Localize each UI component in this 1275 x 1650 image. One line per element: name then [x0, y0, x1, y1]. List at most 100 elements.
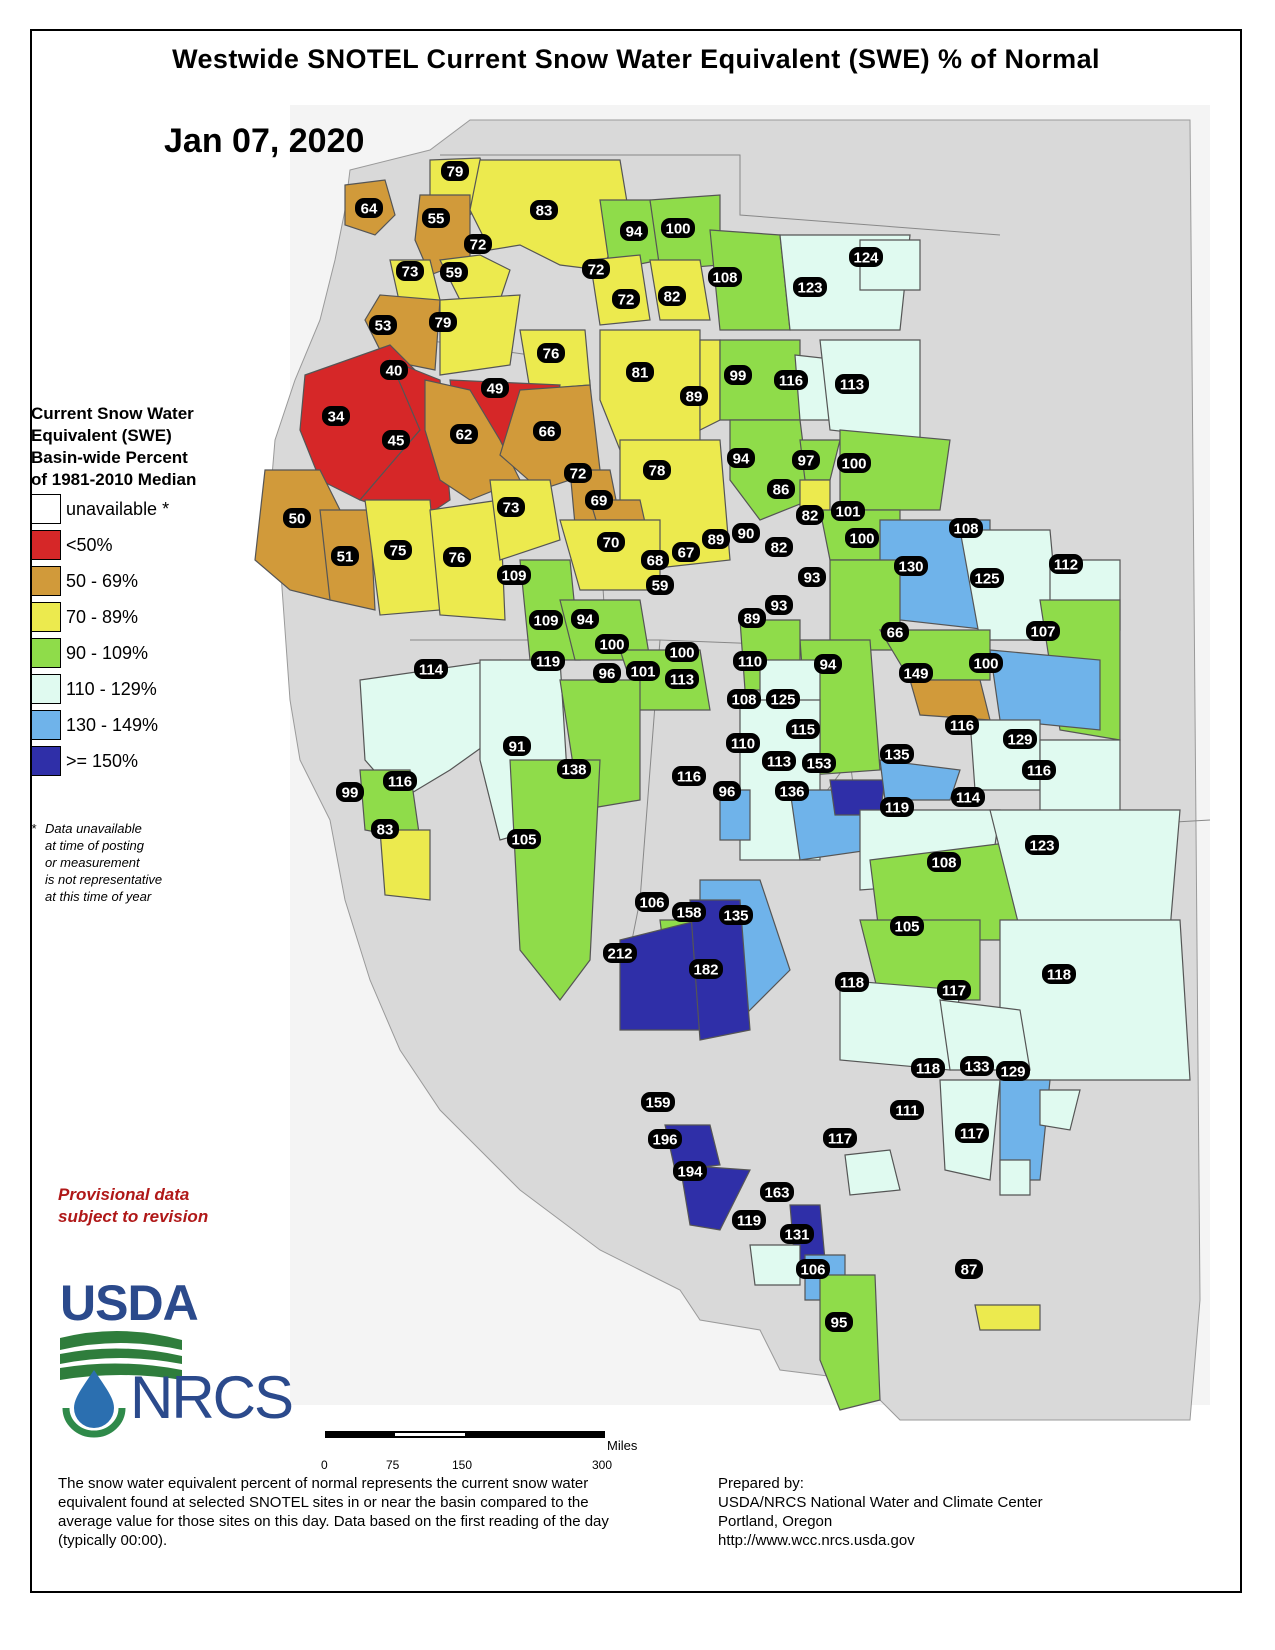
- basin-value-text: 119: [885, 800, 909, 817]
- basin-value-text: 119: [536, 654, 560, 671]
- basin-value-text: 94: [820, 657, 837, 674]
- basin-value-label: 40: [380, 360, 408, 380]
- legend-label: <50%: [66, 534, 113, 555]
- basin-value-label: 72: [464, 234, 492, 254]
- basin-value-text: 94: [733, 451, 750, 468]
- basin-value-text: 62: [456, 427, 473, 444]
- basin-value-text: 129: [1000, 1064, 1025, 1081]
- basin-value-text: 75: [390, 543, 407, 560]
- legend-swatch: [31, 638, 61, 668]
- basin-value-text: 73: [503, 500, 520, 517]
- basin-value-text: 138: [561, 762, 586, 779]
- scale-tick: 300: [592, 1458, 613, 1472]
- basin-value-label: 83: [371, 819, 399, 839]
- basin-value-label: 78: [643, 460, 671, 480]
- basin-value-label: 101: [626, 661, 660, 681]
- basin-value-label: 100: [595, 634, 629, 654]
- legend-item: 90 - 109%: [31, 635, 231, 671]
- basin-value-label: 50: [283, 508, 311, 528]
- basin-value-label: 125: [970, 568, 1004, 588]
- basin-value-text: 196: [652, 1132, 677, 1149]
- basin-value-label: 100: [837, 453, 871, 473]
- basin-value-label: 99: [724, 365, 752, 385]
- basin-value-label: 100: [661, 218, 695, 238]
- note-asterisk: *: [31, 821, 37, 836]
- basin-value-text: 55: [428, 211, 445, 228]
- basin-value-text: 116: [1027, 763, 1051, 780]
- basin-value-label: 129: [1003, 729, 1037, 749]
- basin-value-label: 194: [673, 1161, 707, 1181]
- basin-value-label: 136: [775, 781, 809, 801]
- legend-swatch: [31, 674, 61, 704]
- basin-value-label: 110: [733, 651, 767, 671]
- basin-value-text: 59: [652, 578, 669, 595]
- basin-value-label: 82: [765, 537, 793, 557]
- basin-value-text: 101: [630, 664, 655, 681]
- basin-value-label: 110: [726, 733, 760, 753]
- basin-value-label: 49: [481, 378, 509, 398]
- basin-value-text: 100: [599, 637, 624, 654]
- basin-value-label: 87: [955, 1259, 983, 1279]
- basin-value-text: 124: [853, 250, 879, 267]
- basin-value-label: 124: [849, 247, 883, 267]
- basin-value-text: 93: [804, 570, 821, 587]
- legend-title-line: Equivalent (SWE): [31, 426, 172, 445]
- basin-value-label: 129: [996, 1061, 1030, 1081]
- basin-value-label: 125: [766, 689, 800, 709]
- basin-value-label: 113: [665, 669, 699, 689]
- basin-value-label: 94: [814, 654, 842, 674]
- basin-value-label: 118: [1042, 964, 1076, 984]
- basin-value-text: 99: [730, 368, 747, 385]
- basin-value-text: 194: [677, 1164, 703, 1181]
- basin-value-text: 123: [797, 280, 822, 297]
- basin-value-text: 94: [626, 224, 643, 241]
- basin-value-text: 66: [887, 625, 904, 642]
- basin-value-label: 118: [835, 972, 869, 992]
- basin-value-text: 117: [828, 1131, 852, 1148]
- basin-value-text: 136: [779, 784, 804, 801]
- note-text: Data unavailable at time of posting or m…: [45, 821, 163, 904]
- basin-value-label: 73: [497, 497, 525, 517]
- basin-value-text: 101: [835, 504, 860, 521]
- basin-value-text: 94: [577, 612, 594, 629]
- basin-value-label: 70: [597, 532, 625, 552]
- basin-value-text: 89: [708, 532, 725, 549]
- basin-value-text: 53: [375, 318, 392, 335]
- basin-value-label: 116: [383, 771, 417, 791]
- basin-value-text: 66: [539, 424, 556, 441]
- basin-value-text: 131: [784, 1227, 809, 1244]
- basin-value-text: 106: [800, 1262, 825, 1279]
- basin-value-label: 114: [414, 659, 448, 679]
- basin-value-text: 116: [388, 774, 412, 791]
- legend-item: 70 - 89%: [31, 599, 231, 635]
- basin-value-label: 138: [557, 759, 591, 779]
- basin-value-label: 72: [582, 259, 610, 279]
- legend-swatch: [31, 710, 61, 740]
- basin-value-label: 107: [1026, 621, 1060, 641]
- basin-value-label: 163: [760, 1182, 794, 1202]
- basin-value-text: 107: [1030, 624, 1055, 641]
- basin-value-text: 64: [361, 201, 378, 218]
- scale-unit: Miles: [607, 1438, 638, 1453]
- prepared-by-line: http://www.wcc.nrcs.usda.gov: [718, 1532, 915, 1549]
- basin-value-label: 116: [672, 766, 706, 786]
- basin-value-label: 119: [880, 797, 914, 817]
- basin-value-label: 96: [713, 781, 741, 801]
- basin-value-text: 81: [632, 365, 649, 382]
- basin-value-label: 72: [612, 289, 640, 309]
- basin-value-text: 70: [603, 535, 620, 552]
- prepared-by: Prepared by: USDA/NRCS National Water an…: [718, 1474, 1138, 1550]
- legend-title-line: of 1981-2010 Median: [31, 470, 197, 489]
- legend-item: 130 - 149%: [31, 707, 231, 743]
- basin-value-label: 111: [890, 1100, 924, 1120]
- basin-value-label: 69: [585, 490, 613, 510]
- basin-value-text: 125: [770, 692, 795, 709]
- basin-value-label: 135: [719, 905, 753, 925]
- basin-value-label: 114: [951, 787, 985, 807]
- basin-value-text: 100: [841, 456, 866, 473]
- basin-value-label: 73: [396, 261, 424, 281]
- basin-value-label: 109: [497, 565, 531, 585]
- scale-bar: [325, 1431, 605, 1438]
- legend-title-line: Current Snow Water: [31, 404, 194, 423]
- legend-label: 70 - 89%: [66, 606, 139, 627]
